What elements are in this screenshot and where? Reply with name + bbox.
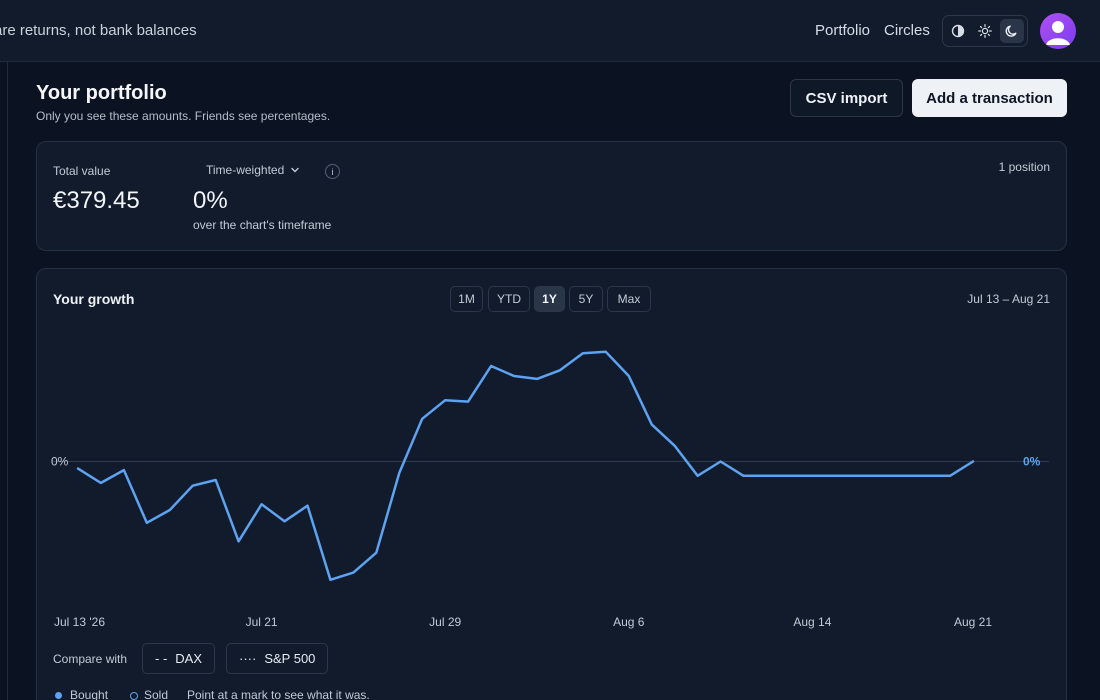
growth-title: Your growth xyxy=(53,291,135,307)
page-subtitle: Only you see these amounts. Friends see … xyxy=(36,109,331,123)
bought-dot-icon xyxy=(55,692,62,699)
top-bar: are returns, not bank balances Portfolio… xyxy=(0,0,1100,62)
user-avatar[interactable] xyxy=(1040,13,1076,49)
add-transaction-button[interactable]: Add a transaction xyxy=(912,79,1067,117)
x-tick-label: Jul 29 xyxy=(429,615,461,629)
position-count: 1 position xyxy=(998,160,1050,174)
info-icon[interactable]: i xyxy=(325,164,340,179)
legend-hint: Point at a mark to see what it was. xyxy=(187,688,370,700)
page-title: Your portfolio xyxy=(36,82,167,104)
compare-label: Compare with xyxy=(53,652,128,666)
compare-dax-label: DAX xyxy=(175,651,203,666)
theme-switcher xyxy=(942,15,1028,47)
x-tick-label: Jul 13 '26 xyxy=(54,615,105,629)
range-1m-button[interactable]: 1M xyxy=(450,286,483,312)
x-tick-label: Aug 6 xyxy=(613,615,645,629)
dash-line-icon: - - xyxy=(155,651,168,666)
x-axis-ticks: Jul 13 '26 Jul 21 Jul 29 Aug 6 Aug 14 Aug 21 xyxy=(54,615,992,629)
theme-contrast-button[interactable] xyxy=(946,19,970,43)
dotted-line-icon: ···· xyxy=(239,651,257,666)
compare-dax-button[interactable]: - - DAX xyxy=(142,643,216,674)
chevron-down-icon xyxy=(291,167,299,173)
total-value-label: Total value xyxy=(53,164,111,178)
legend-sold: Sold xyxy=(144,688,169,700)
compare-sp500-label: S&P 500 xyxy=(264,651,316,666)
legend-bought: Bought xyxy=(70,688,109,700)
end-value-label: 0% xyxy=(1023,455,1041,469)
range-5y-button[interactable]: 5Y xyxy=(569,286,603,312)
x-tick-label: Aug 21 xyxy=(954,615,992,629)
growth-chart[interactable]: 0% 0% Jul 13 '26 Jul 21 Jul 29 Aug 6 Aug 14 A… xyxy=(37,269,1068,700)
summary-card: Total value €379.45 Time-weighted i 0% o… xyxy=(36,141,1067,251)
moon-icon xyxy=(1005,25,1017,37)
x-tick-label: Aug 14 xyxy=(793,615,831,629)
range-max-button[interactable]: Max xyxy=(607,286,651,312)
theme-light-button[interactable] xyxy=(973,19,997,43)
sold-dot-icon xyxy=(130,692,138,700)
contrast-icon xyxy=(951,24,965,38)
theme-dark-button[interactable] xyxy=(1000,19,1024,43)
tagline: are returns, not bank balances xyxy=(0,22,197,39)
csv-import-button[interactable]: CSV import xyxy=(790,79,903,117)
return-method-label: Time-weighted xyxy=(206,163,285,177)
left-rail xyxy=(0,62,8,700)
range-1y-button[interactable]: 1Y xyxy=(534,286,565,312)
sun-icon xyxy=(978,24,992,38)
nav-portfolio[interactable]: Portfolio xyxy=(815,22,871,39)
nav-circles[interactable]: Circles xyxy=(884,22,930,39)
return-method-select[interactable]: Time-weighted xyxy=(206,163,300,177)
growth-card: Your growth 1M YTD 1Y 5Y Max Jul 13 – Au… xyxy=(36,268,1067,700)
range-ytd-button[interactable]: YTD xyxy=(488,286,530,312)
total-value: €379.45 xyxy=(53,187,140,214)
growth-line xyxy=(76,350,975,582)
baseline-label: 0% xyxy=(51,455,69,469)
compare-sp500-button[interactable]: ···· S&P 500 xyxy=(226,643,329,674)
x-tick-label: Jul 21 xyxy=(246,615,278,629)
return-value: 0% xyxy=(193,187,228,214)
chart-date-range: Jul 13 – Aug 21 xyxy=(967,292,1050,306)
user-icon xyxy=(1046,21,1070,45)
return-caption: over the chart's timeframe xyxy=(193,218,332,232)
